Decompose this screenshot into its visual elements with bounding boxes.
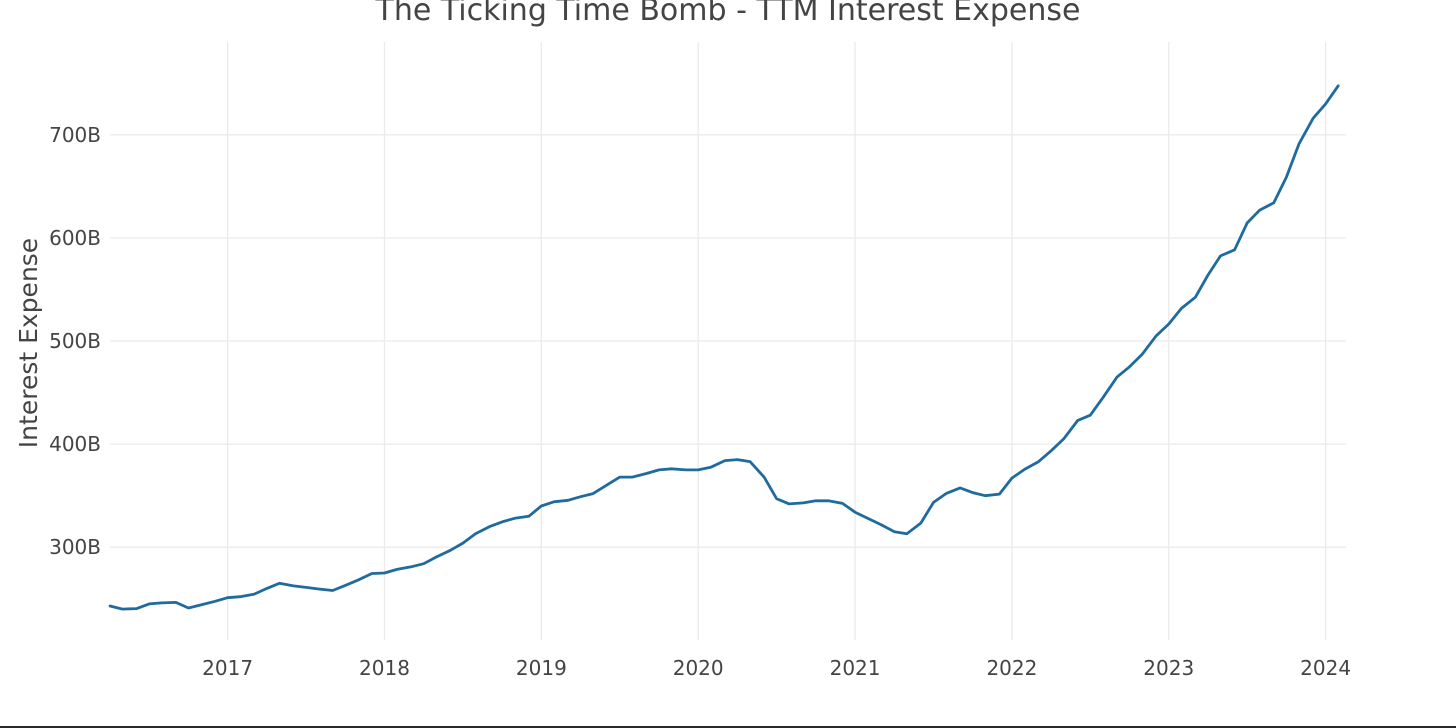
series-layer <box>108 84 1340 611</box>
bottom-border <box>0 726 1456 728</box>
horizontal-gridlines <box>110 134 1346 548</box>
y-tick-label: 400B <box>49 432 101 456</box>
y-tick-label: 700B <box>49 123 101 147</box>
y-axis-title: Interest Expense <box>14 238 43 448</box>
y-tick-label: 300B <box>49 535 101 559</box>
series-line-interest-expense <box>108 84 1340 611</box>
x-tick-label: 2023 <box>1143 656 1194 680</box>
x-tick-label: 2020 <box>673 656 724 680</box>
chart-title: The Ticking Time Bomb - TTM Interest Exp… <box>375 0 1081 28</box>
x-tick-label: 2017 <box>202 656 253 680</box>
x-tick-label: 2022 <box>986 656 1037 680</box>
x-tick-label: 2018 <box>359 656 410 680</box>
x-tick-label: 2021 <box>830 656 881 680</box>
y-tick-label: 600B <box>49 226 101 250</box>
x-tick-label: 2024 <box>1300 656 1351 680</box>
y-tick-label: 500B <box>49 329 101 353</box>
x-tick-label: 2019 <box>516 656 567 680</box>
y-axis-tick-labels: 300B 400B 500B 600B 700B <box>49 123 101 559</box>
x-axis-tick-labels: 2017 2018 2019 2020 2021 2022 2023 2024 <box>202 656 1351 680</box>
